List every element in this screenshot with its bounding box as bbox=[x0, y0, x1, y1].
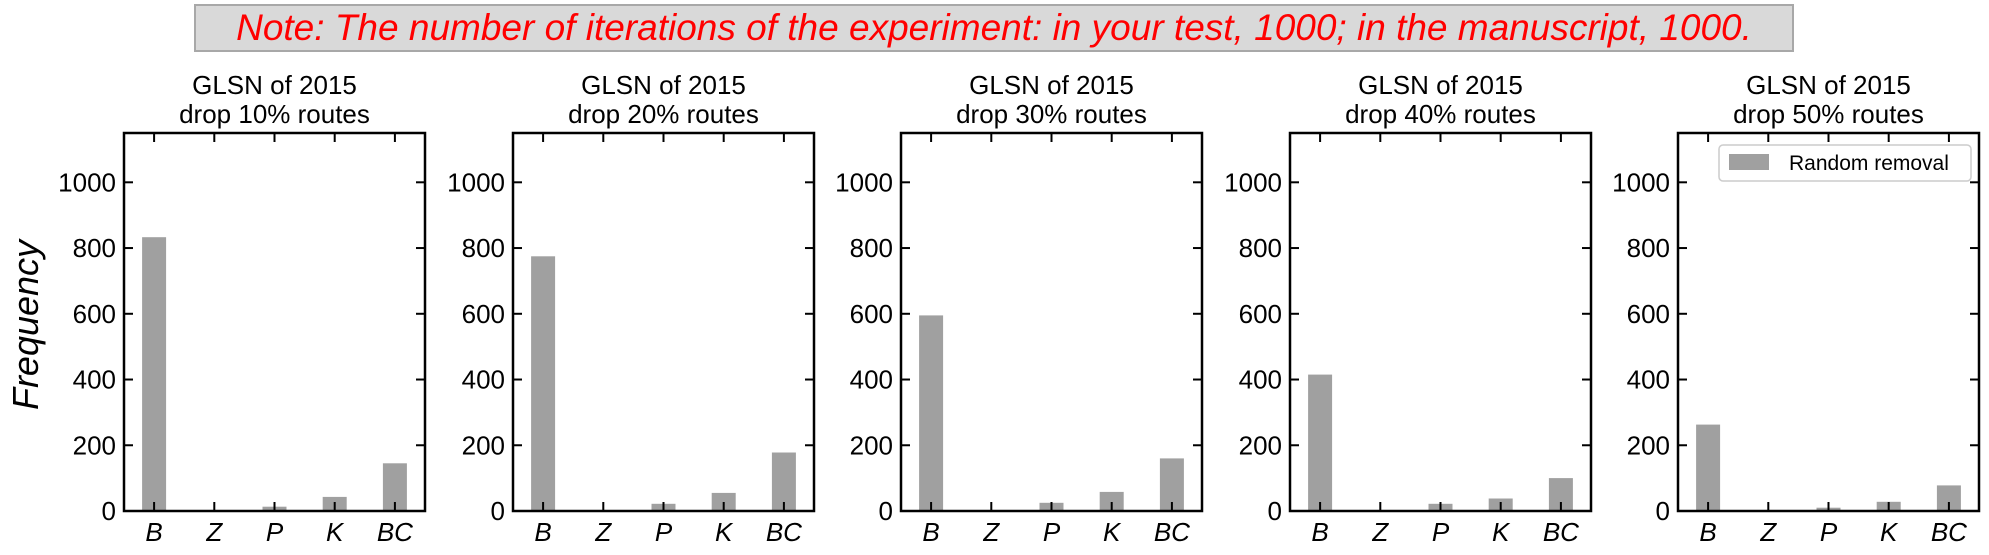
y-tick-label: 1000 bbox=[835, 167, 893, 197]
x-category-label: B bbox=[534, 517, 551, 547]
x-category-label: K bbox=[1880, 517, 1899, 547]
x-category-label: BC bbox=[766, 517, 802, 547]
bar-B bbox=[1696, 424, 1721, 511]
x-category-label: BC bbox=[1154, 517, 1190, 547]
chart-panel-3: 0 200 400 600 800 1000 B Z P K BC GLSN of 2015drop … bbox=[835, 70, 1204, 547]
x-category-label: B bbox=[922, 517, 939, 547]
x-category-label: K bbox=[326, 517, 345, 547]
x-category-label: Z bbox=[594, 517, 612, 547]
plot-frame bbox=[1676, 131, 1981, 513]
plot-frame bbox=[1288, 131, 1593, 513]
bar-B bbox=[531, 256, 556, 511]
y-tick-label: 0 bbox=[879, 496, 893, 526]
bar-K bbox=[711, 492, 736, 511]
y-tick-label: 800 bbox=[73, 233, 116, 263]
y-tick-label: 600 bbox=[1239, 299, 1282, 329]
y-tick-label: 600 bbox=[850, 299, 893, 329]
x-category-label: BC bbox=[377, 517, 413, 547]
y-tick-label: 200 bbox=[1627, 430, 1670, 460]
note-banner: Note: The number of iterations of the ex… bbox=[194, 4, 1794, 52]
y-tick-label: 1000 bbox=[1224, 167, 1282, 197]
panel-title-line-1: GLSN of 2015 bbox=[1358, 70, 1523, 100]
legend-box bbox=[1718, 144, 1972, 182]
y-tick-label: 400 bbox=[462, 365, 505, 395]
plot-frame bbox=[899, 131, 1204, 513]
y-tick-label: 800 bbox=[1239, 233, 1282, 263]
x-category-label: P bbox=[1432, 517, 1450, 547]
x-category-label: P bbox=[655, 517, 673, 547]
y-tick-label: 200 bbox=[1239, 430, 1282, 460]
y-tick-label: 0 bbox=[102, 496, 116, 526]
x-category-label: P bbox=[266, 517, 284, 547]
panel-title-line-1: GLSN of 2015 bbox=[581, 70, 746, 100]
plot-frame bbox=[511, 131, 816, 513]
y-tick-label: 400 bbox=[73, 365, 116, 395]
y-tick-label: 200 bbox=[850, 430, 893, 460]
x-category-label: Z bbox=[982, 517, 1000, 547]
x-category-label: K bbox=[715, 517, 734, 547]
y-tick-label: 1000 bbox=[58, 167, 116, 197]
legend: Random removal bbox=[1718, 144, 1972, 182]
x-category-label: Z bbox=[1759, 517, 1777, 547]
panel-title-line-2: drop 10% routes bbox=[179, 99, 370, 129]
chart-panel-1: 0 200 400 600 800 1000 B Z P K BC GLSN of 2015drop … bbox=[58, 70, 427, 547]
y-tick-label: 200 bbox=[462, 430, 505, 460]
x-category-label: B bbox=[1699, 517, 1716, 547]
y-tick-label: 800 bbox=[850, 233, 893, 263]
bar-B bbox=[1308, 374, 1333, 511]
legend-swatch bbox=[1729, 154, 1769, 170]
y-tick-label: 400 bbox=[850, 365, 893, 395]
plot-frame bbox=[122, 131, 427, 513]
panel-title-line-2: drop 30% routes bbox=[956, 99, 1147, 129]
bar-B bbox=[142, 237, 167, 511]
y-tick-label: 0 bbox=[1268, 496, 1282, 526]
panel-title-line-2: drop 50% routes bbox=[1733, 99, 1924, 129]
y-axis-label: Frequency bbox=[5, 238, 46, 410]
legend-label: Random removal bbox=[1789, 152, 1949, 175]
y-tick-label: 0 bbox=[491, 496, 505, 526]
y-tick-label: 800 bbox=[462, 233, 505, 263]
panel-title-line-1: GLSN of 2015 bbox=[1746, 70, 1911, 100]
bar-K bbox=[1099, 491, 1124, 511]
y-tick-label: 400 bbox=[1239, 365, 1282, 395]
x-category-label: BC bbox=[1931, 517, 1967, 547]
y-tick-label: 200 bbox=[73, 430, 116, 460]
y-tick-label: 400 bbox=[1627, 365, 1670, 395]
x-category-label: P bbox=[1820, 517, 1838, 547]
y-tick-label: 800 bbox=[1627, 233, 1670, 263]
y-tick-label: 1000 bbox=[447, 167, 505, 197]
x-category-label: B bbox=[145, 517, 162, 547]
panel-title-line-2: drop 20% routes bbox=[568, 99, 759, 129]
x-category-label: B bbox=[1311, 517, 1328, 547]
x-category-label: K bbox=[1492, 517, 1511, 547]
panel-title-line-1: GLSN of 2015 bbox=[192, 70, 357, 100]
x-category-label: Z bbox=[1371, 517, 1389, 547]
y-tick-label: 1000 bbox=[1612, 167, 1670, 197]
y-tick-label: 600 bbox=[73, 299, 116, 329]
bar-BC bbox=[771, 452, 796, 511]
y-tick-label: 600 bbox=[1627, 299, 1670, 329]
y-tick-label: 600 bbox=[462, 299, 505, 329]
x-category-label: P bbox=[1043, 517, 1061, 547]
chart-panel-4: 0 200 400 600 800 1000 B Z P K BC GLSN of 2015drop … bbox=[1224, 70, 1593, 547]
panel-title-line-2: drop 40% routes bbox=[1345, 99, 1536, 129]
y-tick-label: 0 bbox=[1656, 496, 1670, 526]
chart-panel-5: 0 200 400 600 800 1000 B Z P K BC GLSN of 2015drop … bbox=[1612, 70, 1981, 547]
x-category-label: K bbox=[1103, 517, 1122, 547]
x-category-label: BC bbox=[1543, 517, 1579, 547]
bar-B bbox=[919, 315, 944, 511]
panel-title-line-1: GLSN of 2015 bbox=[969, 70, 1134, 100]
x-category-label: Z bbox=[205, 517, 223, 547]
chart-panel-2: 0 200 400 600 800 1000 B Z P K BC GLSN of 2015drop … bbox=[447, 70, 816, 547]
